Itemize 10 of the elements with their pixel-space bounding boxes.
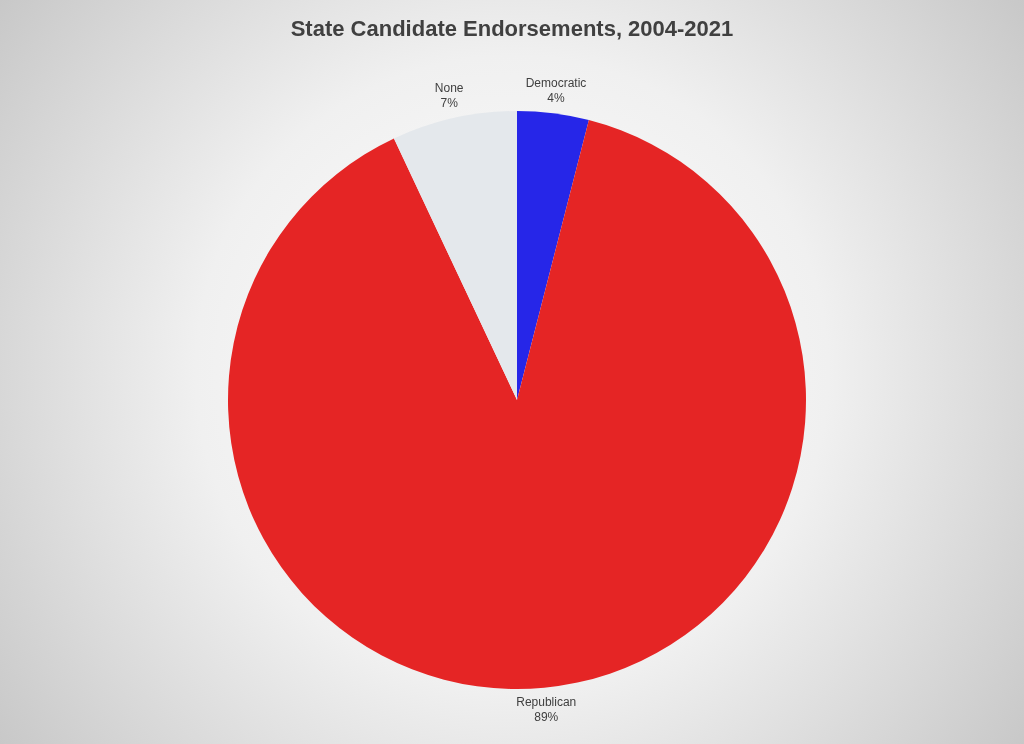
- data-label: 89%: [534, 709, 559, 724]
- data-label: 4%: [547, 91, 565, 106]
- pie-slice: [228, 120, 806, 689]
- slice-label: Democratic: [525, 76, 587, 91]
- slice-label: None: [434, 81, 464, 96]
- pie-slice: [393, 111, 517, 400]
- pie-slice: [517, 111, 589, 400]
- data-label: 7%: [440, 96, 459, 111]
- slice-label: Republican: [516, 694, 577, 709]
- chart-title: State Candidate Endorsements, 2004-2021: [289, 16, 735, 42]
